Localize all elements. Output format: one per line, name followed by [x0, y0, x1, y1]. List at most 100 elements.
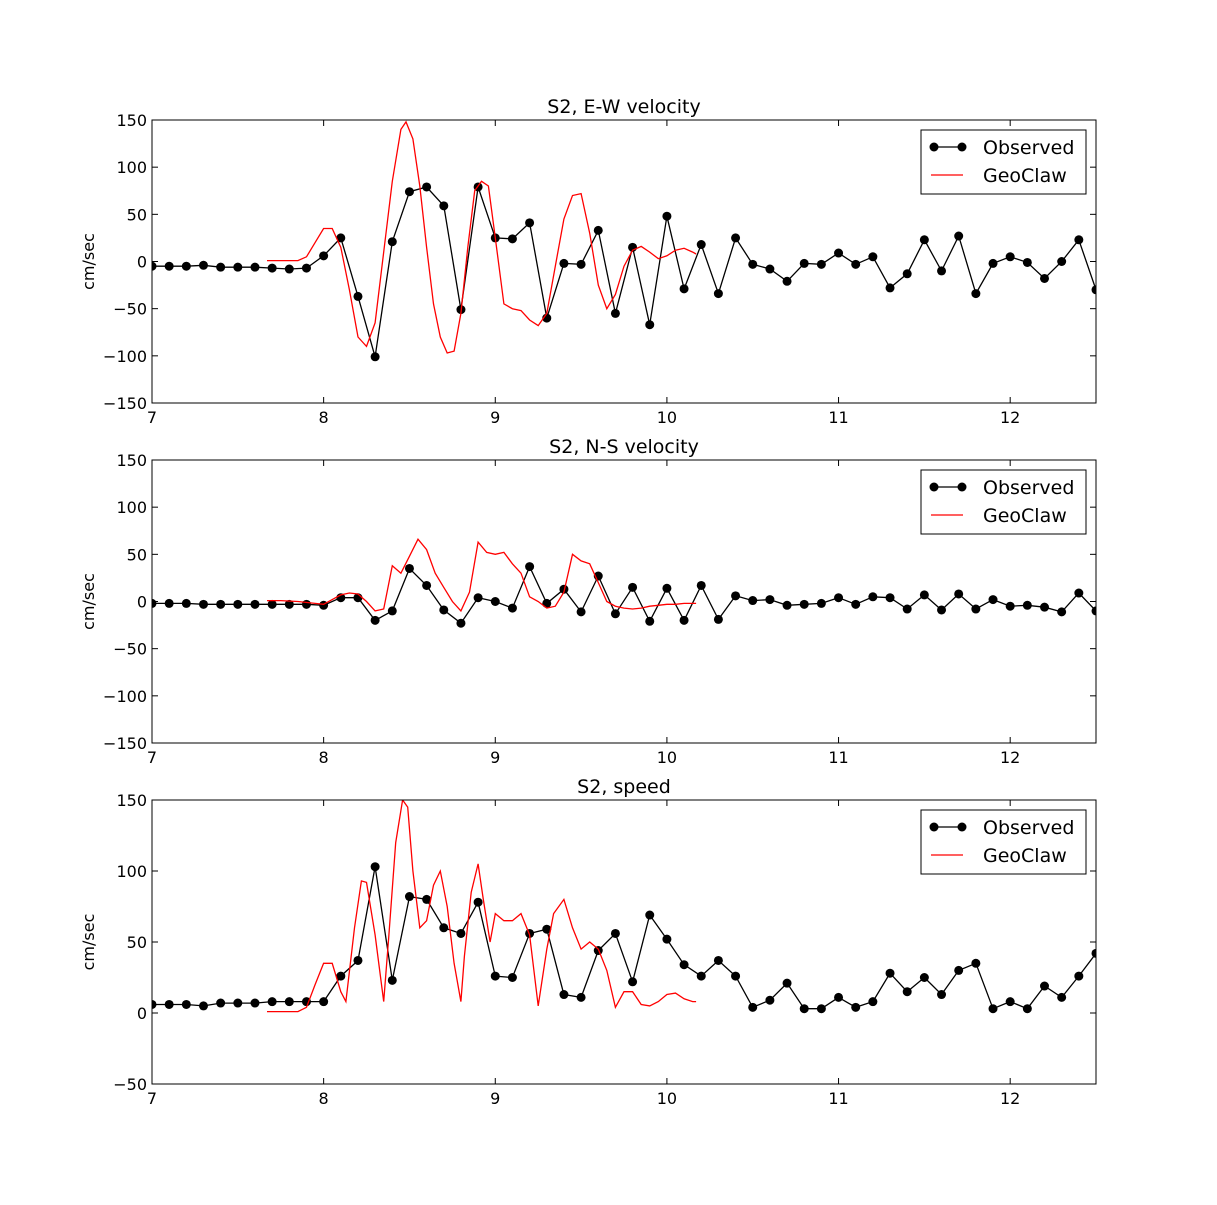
observed-point	[1022, 1004, 1032, 1014]
observed-point	[267, 599, 277, 609]
observed-point	[610, 308, 620, 318]
observed-point	[164, 598, 174, 608]
observed-point	[765, 264, 775, 274]
observed-point	[885, 283, 895, 293]
observed-point	[387, 606, 397, 616]
legend-marker	[957, 482, 967, 492]
plot-area	[152, 538, 1096, 628]
observed-point	[662, 211, 672, 221]
observed-point	[696, 580, 706, 590]
observed-point	[868, 997, 878, 1007]
legend-label: GeoClaw	[983, 165, 1067, 187]
observed-point	[164, 999, 174, 1009]
observed-point	[593, 225, 603, 235]
observed-point	[576, 607, 586, 617]
observed-point	[1057, 607, 1067, 617]
observed-point	[851, 1002, 861, 1012]
observed-point	[439, 923, 449, 933]
observed-point	[525, 218, 535, 228]
observed-point	[404, 187, 414, 197]
observed-point	[319, 251, 329, 261]
x-tick-label: 8	[319, 1089, 329, 1108]
observed-point	[628, 977, 638, 987]
observed-point	[152, 261, 157, 271]
x-ticks: 7 8 9 10 11 12	[147, 460, 1020, 767]
x-tick-label: 9	[490, 748, 500, 767]
observed-point	[1005, 997, 1015, 1007]
legend-marker	[957, 142, 967, 152]
observed-point	[748, 1002, 758, 1012]
observed-point	[152, 999, 157, 1009]
observed-point	[645, 616, 655, 626]
observed-point	[954, 231, 964, 241]
observed-point	[422, 580, 432, 590]
observed-point	[696, 971, 706, 981]
observed-point	[713, 289, 723, 299]
observed-point	[250, 998, 260, 1008]
observed-point	[731, 971, 741, 981]
legend: Observed GeoClaw	[920, 129, 1087, 195]
observed-point	[902, 987, 912, 997]
y-tick-label: 0	[137, 1004, 147, 1023]
observed-point	[1005, 252, 1015, 262]
observed-point	[885, 968, 895, 978]
observed-point	[799, 1004, 809, 1014]
y-tick-label: 150	[116, 111, 147, 130]
legend-marker	[929, 142, 939, 152]
x-tick-label: 11	[828, 748, 848, 767]
observed-point	[1074, 588, 1084, 598]
observed-point	[713, 614, 723, 624]
observed-point	[748, 596, 758, 606]
observed-point	[885, 593, 895, 603]
observed-point	[353, 291, 363, 301]
observed-point	[1074, 971, 1084, 981]
legend-label: GeoClaw	[983, 505, 1067, 527]
observed-point	[645, 320, 655, 330]
y-tick-label: −50	[113, 300, 147, 319]
observed-point	[868, 592, 878, 602]
series-line-geoclaw	[267, 800, 697, 1013]
observed-point	[816, 598, 826, 608]
observed-point	[731, 591, 741, 601]
axes-frame	[151, 799, 1097, 1085]
observed-point	[152, 598, 157, 608]
observed-point	[370, 615, 380, 625]
y-ticks: −150 −100 −50 0 50 100 150	[103, 451, 1096, 753]
observed-point	[765, 995, 775, 1005]
observed-point	[919, 590, 929, 600]
observed-point	[473, 897, 483, 907]
observed-point	[181, 999, 191, 1009]
observed-point	[422, 182, 432, 192]
legend-box	[920, 809, 1087, 875]
observed-point	[198, 599, 208, 609]
observed-point	[370, 352, 380, 362]
y-tick-label: −50	[113, 640, 147, 659]
observed-point	[490, 971, 500, 981]
observed-point	[782, 600, 792, 610]
observed-point	[782, 978, 792, 988]
observed-point	[507, 603, 517, 613]
legend-marker	[929, 482, 939, 492]
observed-point	[490, 597, 500, 606]
y-tick-label: 100	[116, 158, 147, 177]
x-tick-label: 12	[1000, 748, 1020, 767]
observed-point	[851, 599, 861, 609]
x-tick-label: 11	[828, 1089, 848, 1108]
observed-point	[713, 955, 723, 965]
observed-point	[301, 263, 311, 273]
observed-point	[473, 593, 483, 603]
y-tick-label: 150	[116, 791, 147, 810]
x-tick-label: 10	[657, 408, 677, 427]
series-line-observed	[152, 186, 1096, 357]
observed-point	[576, 259, 586, 269]
observed-point	[919, 235, 929, 245]
observed-point	[988, 1004, 998, 1014]
observed-point	[748, 259, 758, 269]
observed-point	[937, 605, 947, 615]
observed-point	[559, 258, 569, 268]
observed-point	[439, 201, 449, 211]
observed-point	[851, 259, 861, 269]
observed-point	[902, 604, 912, 614]
